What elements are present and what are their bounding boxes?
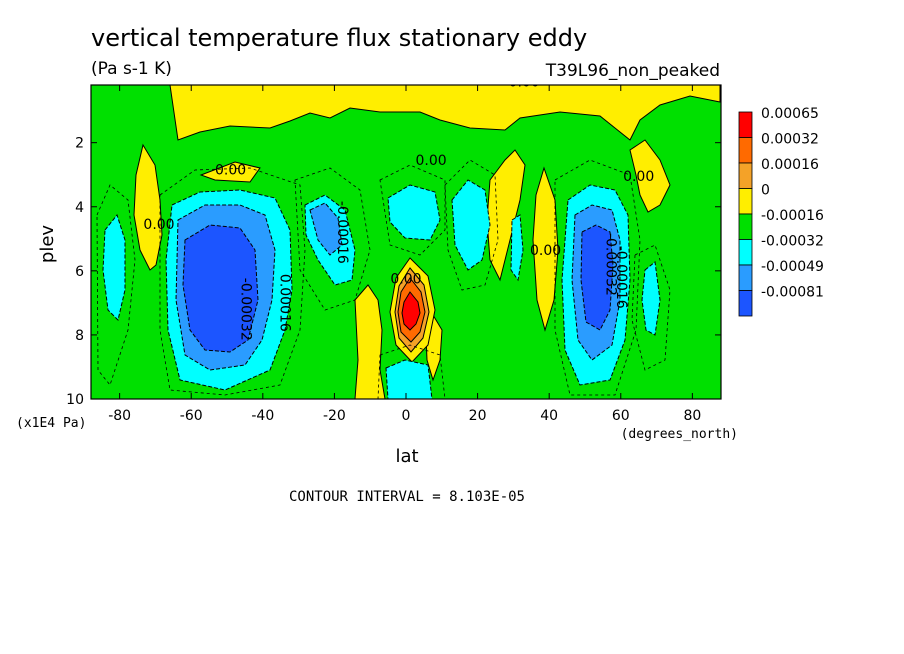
legend-label: -0.00049 <box>761 259 824 275</box>
cell-eq-upper <box>387 184 441 241</box>
legend-label: 0.00016 <box>761 157 819 173</box>
x-tick-label: -40 <box>251 408 274 424</box>
y-axis: 2 4 6 8 10 <box>66 136 721 408</box>
legend-swatch <box>738 264 753 291</box>
contour-label: 0.00 <box>509 75 540 91</box>
legend-label: 0 <box>761 183 770 199</box>
cell-20s-inner <box>309 202 343 256</box>
x-tick-label: 0 <box>402 408 411 424</box>
x-tick-label: 60 <box>612 408 630 424</box>
legend-swatch <box>738 137 753 164</box>
x-tick-label: 40 <box>540 408 558 424</box>
legend-label: -0.00032 <box>761 234 824 250</box>
contour-label: 0.00 <box>530 243 561 259</box>
contour-label: 0.00016 <box>277 274 293 332</box>
north-cell-level-3 <box>580 224 614 331</box>
cell-33n <box>510 214 524 282</box>
x-axis: -80 -60 -40 -20 0 20 40 60 80 <box>108 85 701 424</box>
y-units-label: (x1E4 Pa) <box>16 416 86 431</box>
contour-label: -0.00016 <box>334 201 350 264</box>
positive-region-70s <box>133 143 163 271</box>
colorbar-legend: 0.00065 0.00032 0.00016 0 -0.00016 -0.00032 -0… <box>738 106 824 317</box>
legend-swatch <box>738 111 753 138</box>
x-tick-label: 20 <box>469 408 487 424</box>
legend-swatch <box>738 239 753 266</box>
x-tick-label: -60 <box>180 408 203 424</box>
y-tick-label: 2 <box>75 136 84 152</box>
positive-region-10s <box>354 284 386 399</box>
x-units-label: (degrees_north) <box>621 427 738 442</box>
positive-region-60n <box>629 139 671 213</box>
legend-swatch <box>738 162 753 189</box>
y-axis-label: plev <box>37 225 58 264</box>
chart-title: vertical temperature flux stationary edd… <box>91 24 587 52</box>
positive-region-40n <box>532 166 559 332</box>
legend-swatch <box>738 213 753 240</box>
contour-label: -0.00016 <box>613 246 629 309</box>
contour-fill <box>91 85 721 399</box>
x-tick-label: -80 <box>108 408 131 424</box>
legend-label: 0.00032 <box>761 132 819 148</box>
y-tick-label: 4 <box>75 200 84 216</box>
eq-cell-level-4 <box>401 291 421 331</box>
x-tick-label: -20 <box>323 408 346 424</box>
x-tick-label: 80 <box>683 408 701 424</box>
contour-label-layer: 0.00 0.00 0.00 0.00 0.00 0.00 0.00 -0.00016 0.00… <box>143 75 654 341</box>
contour-label: 0.00 <box>215 163 246 179</box>
legend-label: 0.00065 <box>761 106 819 122</box>
contour-label: -0.00032 <box>602 233 618 296</box>
dashed-contours <box>96 159 671 399</box>
y-tick-label: 6 <box>75 264 84 280</box>
y-tick-label: 8 <box>75 328 84 344</box>
contour-label: -0.00032 <box>237 278 253 341</box>
y-tick-label: 10 <box>66 392 84 408</box>
contour-label: 0.00 <box>415 153 446 169</box>
contour-label: 0.00 <box>143 217 174 233</box>
contour-label: 0.00 <box>390 272 421 288</box>
positive-region-50s <box>199 161 261 183</box>
legend-swatch <box>738 290 753 317</box>
positive-region-top <box>169 85 721 141</box>
contour-label: 0.00 <box>623 169 654 185</box>
x-axis-label: lat <box>395 446 418 467</box>
contour-interval: CONTOUR INTERVAL = 8.103E-05 <box>289 489 525 505</box>
cell-68n <box>641 261 661 336</box>
legend-swatch <box>738 188 753 215</box>
south-cell-level-3 <box>182 224 259 353</box>
run-label: T39L96_non_peaked <box>545 61 720 81</box>
chart-subtitle: (Pa s-1 K) <box>91 59 172 79</box>
cell-eq-lower <box>385 359 433 399</box>
cell-85s <box>102 213 126 321</box>
legend-label: -0.00081 <box>761 285 824 301</box>
cell-15n <box>451 179 491 271</box>
legend-label: -0.00016 <box>761 208 824 224</box>
